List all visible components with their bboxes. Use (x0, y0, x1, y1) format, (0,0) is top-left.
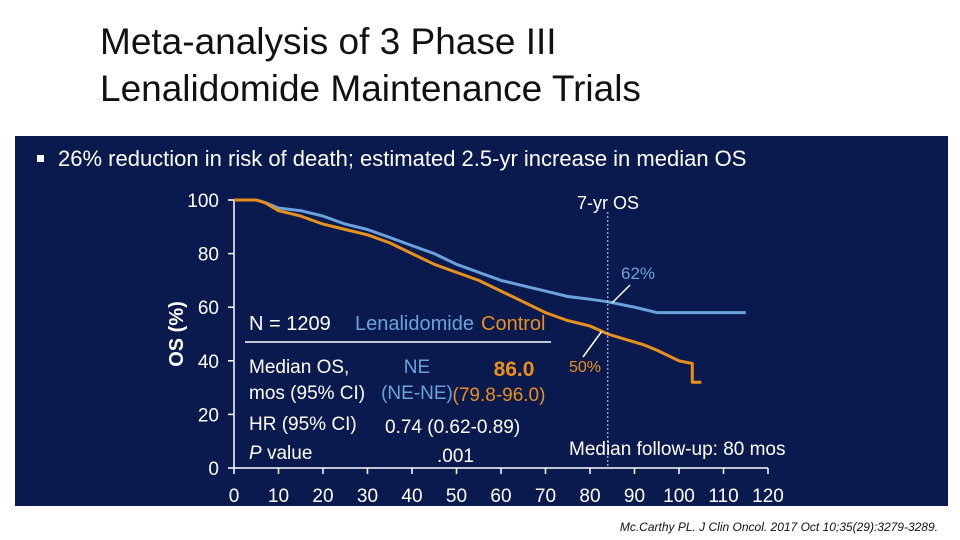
chart-overlay: 7-yr OS 62% 50% N = 1209 Lenalidomide Control… (245, 193, 786, 468)
legend-control: Control (481, 313, 545, 335)
legend-lenalidomide: Lenalidomide (355, 313, 474, 335)
ctrl-pointer (582, 330, 603, 358)
len-median-ci: (NE-NE) (381, 383, 453, 404)
x-tick-label: 120 (752, 486, 784, 507)
title-line-1: Meta-analysis of 3 Phase III (100, 21, 557, 62)
series-line-control (234, 198, 702, 384)
x-tick-label: 20 (312, 486, 333, 507)
hr-value: 0.74 (0.62-0.89) (385, 417, 520, 438)
x-tick-label: 100 (663, 486, 695, 507)
x-tick-label: 70 (535, 486, 556, 507)
x-tick-label: 90 (624, 486, 645, 507)
len-median: NE (404, 357, 430, 378)
n-label: N = 1209 (249, 313, 331, 335)
hr-label: HR (95% CI) (249, 414, 357, 435)
citation: Mc.Carthy PL. J Clin Oncol. 2017 Oct 10;… (619, 520, 938, 534)
p-label: P value (249, 443, 312, 464)
ctrl-landmark-value: 50% (569, 359, 601, 376)
x-tick-label: 50 (446, 486, 467, 507)
y-tick-label: 60 (198, 298, 219, 319)
y-tick-label: 100 (187, 191, 219, 212)
y-tick-label: 20 (198, 405, 219, 426)
p-value: .001 (437, 446, 474, 467)
y-tick-label: 40 (198, 352, 219, 373)
ctrl-median: 86.0 (494, 358, 535, 381)
bullet-point: 26% reduction in risk of death; estimate… (37, 146, 746, 172)
y-axis-label: OS (%) (166, 301, 188, 367)
x-tick-label: 0 (229, 486, 240, 507)
len-landmark-value: 62% (621, 264, 655, 283)
median-label-line2: mos (95% CI) (249, 383, 365, 404)
x-tick-label: 110 (708, 486, 738, 507)
landmark-label: 7-yr OS (577, 193, 639, 213)
x-tick-label: 80 (579, 486, 600, 507)
bullet-icon (37, 154, 44, 162)
median-label-line1: Median OS, (249, 357, 349, 378)
title-line-2: Lenalidomide Maintenance Trials (100, 68, 641, 109)
chart-series (234, 198, 746, 384)
slide-title: Meta-analysis of 3 Phase III Lenalidomid… (100, 18, 641, 112)
x-tick-label: 40 (401, 486, 422, 507)
followup-label: Median follow-up: 80 mos (569, 439, 786, 460)
x-tick-label: 30 (357, 486, 378, 507)
ctrl-median-ci: (79.8-96.0) (453, 385, 546, 406)
y-tick-label: 0 (208, 459, 219, 480)
len-pointer (611, 284, 631, 304)
x-tick-label: 10 (268, 486, 289, 507)
chart-axes: 0 10 20 30 40 50 60 70 80 90 100 110 120 0 20 40 60 80 100… (166, 191, 784, 507)
chart-panel: 26% reduction in risk of death; estimate… (15, 136, 948, 506)
y-tick-label: 80 (198, 245, 219, 266)
x-tick-label: 60 (490, 486, 511, 507)
series-line-lenalidomide (234, 198, 746, 315)
bullet-text: 26% reduction in risk of death; estimate… (58, 146, 747, 171)
